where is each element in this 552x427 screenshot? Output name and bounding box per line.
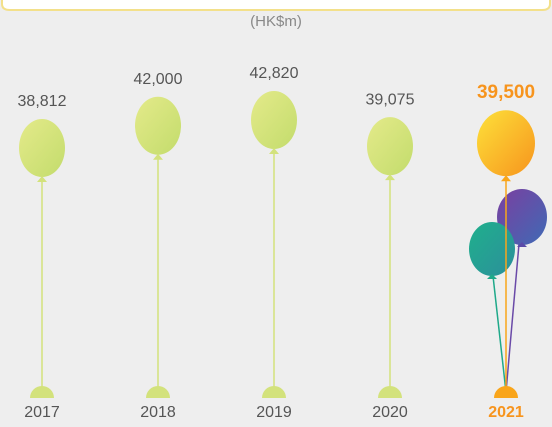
balloon-body (135, 96, 181, 155)
balloon-anchor (30, 386, 54, 398)
x-tick-label: 2018 (140, 404, 176, 421)
x-tick-label: 2017 (24, 404, 60, 421)
balloon-knot (385, 174, 395, 181)
balloon-anchor (262, 386, 286, 398)
balloon-knot (269, 148, 279, 154)
balloon-knot (501, 175, 511, 182)
value-label: 42,000 (134, 71, 183, 88)
balloon-anchor (146, 386, 170, 398)
balloon-body (19, 119, 65, 177)
x-tick-label: 2021 (488, 404, 524, 421)
unit-label: (HK$m) (250, 13, 302, 30)
value-label: 42,820 (250, 65, 299, 82)
balloon-anchor (494, 386, 518, 398)
balloon (135, 96, 181, 398)
top-panel (1, 0, 551, 11)
balloon-anchor (378, 386, 402, 398)
balloon-body (251, 91, 297, 149)
balloon (251, 91, 297, 398)
balloon-knot (153, 153, 163, 160)
balloon (19, 119, 65, 398)
balloon-body (477, 110, 535, 177)
balloon-body (367, 117, 413, 176)
balloon-knot (37, 176, 47, 182)
x-tick-label: 2019 (256, 404, 292, 421)
value-label: 39,075 (366, 91, 415, 108)
x-tick-label: 2020 (372, 404, 408, 421)
value-label: 39,500 (477, 82, 535, 103)
balloon (367, 117, 413, 398)
value-label: 38,812 (18, 93, 67, 110)
decor-balloons (469, 189, 547, 393)
balloon (477, 110, 535, 398)
